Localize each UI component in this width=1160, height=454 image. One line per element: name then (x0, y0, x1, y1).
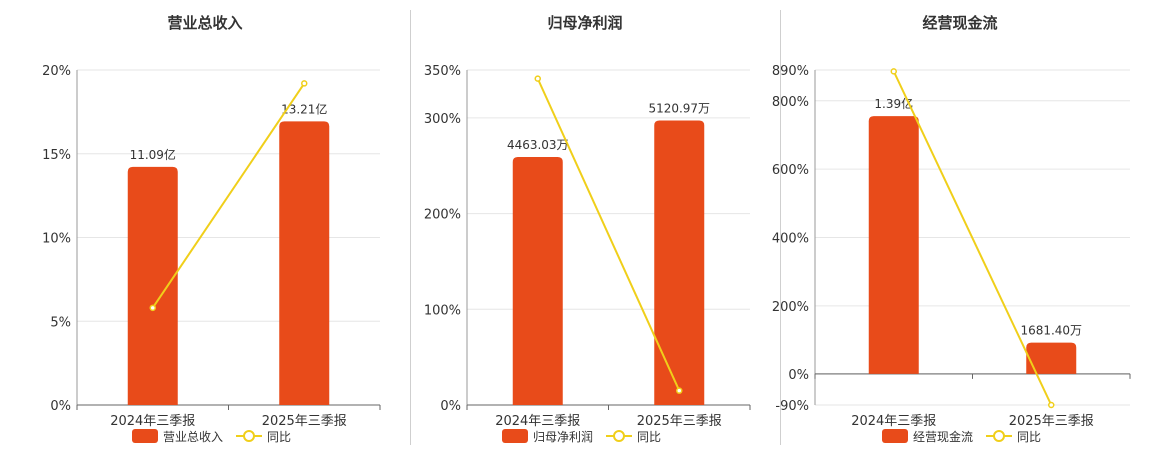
bar (1026, 342, 1077, 374)
legend-bar-label: 营业总收入 (163, 430, 223, 444)
legend-bar-label: 归母净利润 (533, 430, 593, 444)
bar (512, 157, 563, 405)
bar (279, 121, 330, 405)
y-tick-label: 0% (50, 399, 71, 414)
chart-title: 营业总收入 (167, 14, 243, 32)
panel-divider (410, 10, 411, 445)
y-tick-label: 5% (50, 315, 71, 330)
chart-panel-net-profit: 归母净利润 0% 100% 200% 300% 350% 4463.03万 5120.97万… (400, 0, 770, 450)
legend-bar-swatch (132, 429, 158, 443)
revenue-chart: 0% 5% 10% 15% 20% 11.09亿 13.21亿 2024年三季报 2025年三季… (42, 64, 381, 444)
yoy-line (536, 78, 681, 392)
chart-title: 经营现金流 (922, 14, 998, 32)
yoy-point (149, 304, 156, 312)
net-profit-chart: 0% 100% 200% 300% 350% 4463.03万 5120.97万 2024年三… (424, 64, 751, 444)
y-tick-label: 100% (424, 303, 461, 318)
x-tick-label: 2025年三季报 (262, 414, 347, 429)
y-tick-label: 0% (440, 399, 461, 414)
x-tick-label: 2024年三季报 (110, 414, 195, 429)
bar-data-label: 1681.40万 (1020, 324, 1082, 338)
x-tick-label: 2024年三季报 (495, 414, 580, 429)
bar-data-label: 1.39亿 (874, 96, 913, 111)
yoy-line (892, 70, 1053, 406)
bar-data-label: 11.09亿 (130, 147, 176, 162)
cash-flow-chart: -90% 0% 200% 400% 600% 800% 890% 1.39亿 1681.40万 2… (772, 64, 1131, 444)
chart-panel-cash-flow: 经营现金流 -90% 0% 200% 400% 600% 800% 890% 1.39亿 168… (770, 0, 1150, 450)
legend-line-marker (613, 430, 625, 442)
legend-line-marker (993, 430, 1005, 442)
legend-line-marker (243, 430, 255, 442)
y-tick-label: 10% (42, 232, 71, 247)
x-tick-label: 2025年三季报 (637, 414, 722, 429)
y-tick-label: 15% (42, 148, 71, 163)
bar (127, 166, 178, 405)
panel-divider (780, 10, 781, 445)
yoy-point (534, 75, 541, 82)
chart-panel-revenue: 营业总收入 0% 5% 10% 15% 20% 11.09亿 13.21亿 2024年三季报 2… (20, 0, 390, 450)
bar-data-label: 5120.97万 (648, 102, 710, 116)
y-tick-label: 300% (424, 112, 461, 127)
yoy-point (301, 80, 308, 87)
yoy-point (676, 387, 683, 394)
y-tick-label: 400% (772, 232, 809, 247)
y-tick-label: -90% (775, 399, 809, 414)
yoy-point (1048, 401, 1055, 409)
legend-line-label: 同比 (637, 430, 661, 444)
x-tick-label: 2025年三季报 (1009, 414, 1094, 429)
yoy-line (151, 82, 306, 309)
legend-bar-label: 经营现金流 (913, 429, 973, 444)
y-tick-label: 0% (788, 368, 809, 383)
bar-data-label: 4463.03万 (507, 138, 569, 152)
bar-data-label: 13.21亿 (281, 101, 327, 116)
legend-line-label: 同比 (267, 430, 291, 444)
y-tick-label: 350% (424, 64, 461, 79)
bar (868, 116, 919, 374)
legend-line-label: 同比 (1017, 430, 1041, 444)
y-tick-label: 600% (772, 163, 809, 178)
y-tick-label: 890% (772, 64, 809, 79)
y-tick-label: 800% (772, 95, 809, 110)
y-tick-label: 20% (42, 64, 71, 79)
chart-title: 归母净利润 (547, 14, 623, 32)
legend-bar-swatch (502, 429, 528, 443)
y-tick-label: 200% (772, 300, 809, 315)
y-tick-label: 200% (424, 208, 461, 223)
legend-bar-swatch (882, 429, 908, 443)
x-tick-label: 2024年三季报 (851, 414, 936, 429)
yoy-point (890, 68, 897, 75)
bar (654, 120, 705, 406)
